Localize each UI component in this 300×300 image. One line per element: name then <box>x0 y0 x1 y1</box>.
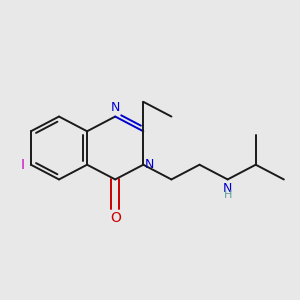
Text: N: N <box>110 101 120 114</box>
Text: N: N <box>145 158 154 171</box>
Text: H: H <box>224 190 232 200</box>
Text: N: N <box>223 182 232 195</box>
Text: O: O <box>110 211 121 225</box>
Text: I: I <box>20 158 24 172</box>
